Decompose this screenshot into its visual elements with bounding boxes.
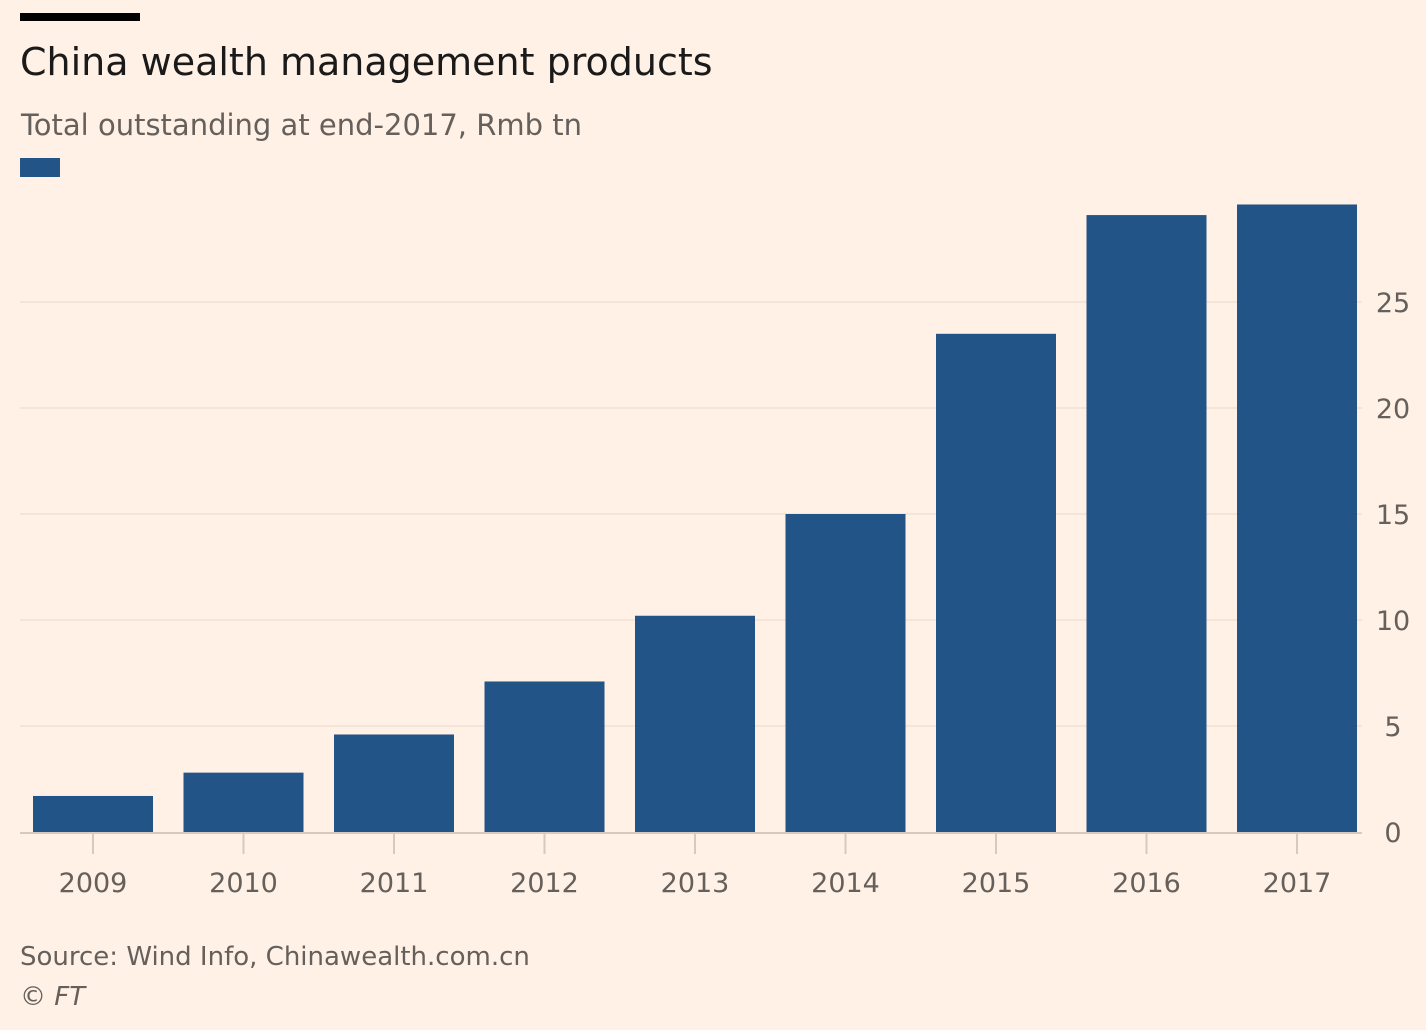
bar-2016 [1086,215,1207,832]
x-tick-label: 2009 [59,868,128,899]
chart-title: China wealth management products [20,40,713,84]
bar-2009 [33,795,153,832]
y-tick-label: 20 [1376,394,1410,425]
header-accent-bar [20,13,140,21]
y-tick-label: 15 [1376,500,1410,531]
x-tick-label: 2013 [661,868,730,899]
y-axis-ticks: 0 5 10 15 20 25 [1376,288,1410,849]
y-tick-label: 25 [1376,288,1410,319]
bar-2013 [635,615,755,832]
y-tick-label: 10 [1376,606,1410,637]
bar-2017 [1237,204,1357,833]
x-axis: 2009 2010 2011 2012 2013 2014 2015 2016 2017 [20,832,1362,899]
bar-2012 [484,681,605,832]
x-tick-label: 2014 [811,868,880,899]
x-tick-label: 2012 [510,868,579,899]
bars [33,204,1357,833]
y-tick-label: 5 [1384,712,1401,743]
x-tick-label: 2017 [1263,868,1332,899]
source-note: Source: Wind Info, Chinawealth.com.cn [20,942,530,972]
bar-2015 [936,333,1056,832]
bar-2014 [785,514,906,832]
x-tick-label: 2010 [209,868,278,899]
x-tick-label: 2015 [962,868,1031,899]
bar-2011 [334,734,454,832]
x-tick-label: 2011 [360,868,429,899]
y-tick-label: 0 [1384,818,1401,849]
x-tick-label: 2016 [1112,868,1181,899]
legend-swatch [20,158,60,177]
bar-2010 [183,772,304,832]
chart-subtitle: Total outstanding at end-2017, Rmb tn [21,108,583,142]
copyright-credit: © FT [20,982,86,1012]
